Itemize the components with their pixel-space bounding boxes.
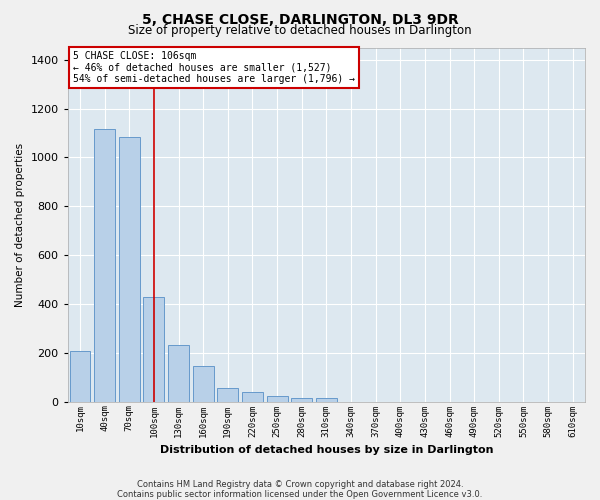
Bar — [217, 388, 238, 402]
Text: 5, CHASE CLOSE, DARLINGTON, DL3 9DR: 5, CHASE CLOSE, DARLINGTON, DL3 9DR — [142, 12, 458, 26]
X-axis label: Distribution of detached houses by size in Darlington: Distribution of detached houses by size … — [160, 445, 493, 455]
Bar — [119, 136, 140, 402]
Bar — [242, 392, 263, 402]
Bar — [143, 296, 164, 402]
Bar — [291, 398, 312, 402]
Bar — [168, 345, 189, 402]
Bar — [94, 130, 115, 402]
Text: Size of property relative to detached houses in Darlington: Size of property relative to detached ho… — [128, 24, 472, 37]
Bar — [193, 366, 214, 402]
Text: 5 CHASE CLOSE: 106sqm
← 46% of detached houses are smaller (1,527)
54% of semi-d: 5 CHASE CLOSE: 106sqm ← 46% of detached … — [73, 51, 355, 84]
Bar — [266, 396, 287, 402]
Y-axis label: Number of detached properties: Number of detached properties — [15, 142, 25, 306]
Bar — [316, 398, 337, 402]
Text: Contains HM Land Registry data © Crown copyright and database right 2024.
Contai: Contains HM Land Registry data © Crown c… — [118, 480, 482, 499]
Bar — [70, 351, 91, 402]
